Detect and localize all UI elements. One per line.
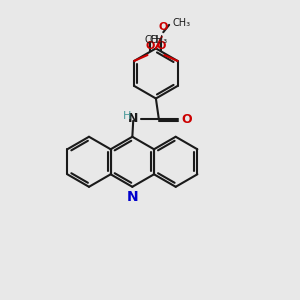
Text: CH₃: CH₃ <box>144 35 162 45</box>
Text: CH₃: CH₃ <box>149 35 167 45</box>
Text: O: O <box>159 22 168 32</box>
Text: N: N <box>127 190 138 204</box>
Text: O: O <box>157 40 166 51</box>
Text: H: H <box>123 110 131 121</box>
Text: O: O <box>146 40 155 51</box>
Text: CH₃: CH₃ <box>173 18 191 28</box>
Text: N: N <box>128 112 138 125</box>
Text: O: O <box>181 112 191 126</box>
